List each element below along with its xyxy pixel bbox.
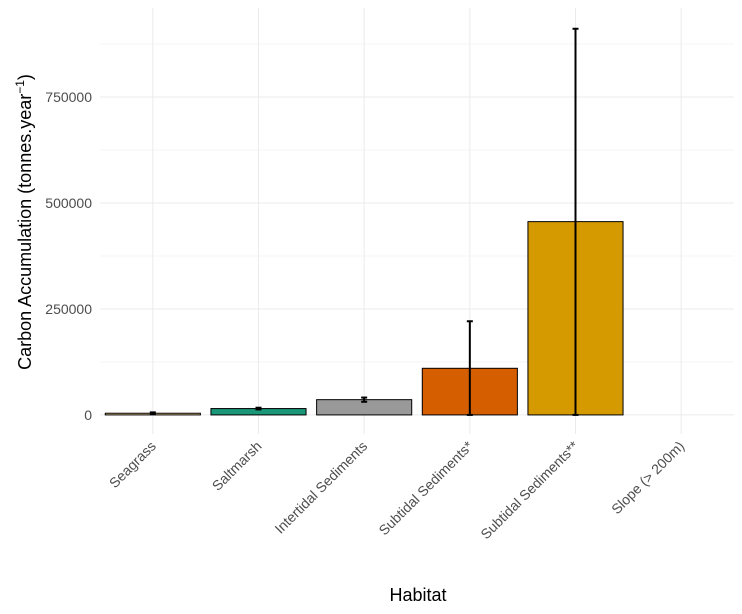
y-axis-ticks: 0 250000 500000 750000 [45,89,92,423]
y-axis-title-close: ) [15,74,35,80]
y-axis-title-sup: −1 [13,80,27,94]
y-tick-label: 750000 [45,89,92,105]
y-tick-label: 0 [84,407,92,423]
error-bars [149,27,579,416]
x-tick-label: Subtidal Sediments** [477,437,582,542]
x-tick-label: Saltmarsh [209,438,265,494]
x-tick-label: Intertidal Sediments [271,438,370,537]
y-axis-title-main: Carbon Accumulation (tonnes.year [15,94,35,370]
grid-lines [100,8,734,434]
x-tick-label: Seagrass [106,438,159,491]
y-axis-title: Carbon Accumulation (tonnes.year−1) [13,74,35,370]
x-axis-ticks: Seagrass Saltmarsh Intertidal Sediments Sub… [106,437,687,542]
y-tick-label: 500000 [45,195,92,211]
y-tick-label: 250000 [45,301,92,317]
x-axis-title: Habitat [389,585,446,605]
x-tick-label: Subtidal Sediments* [375,437,476,538]
x-tick-label: Slope (> 200m) [608,438,687,517]
